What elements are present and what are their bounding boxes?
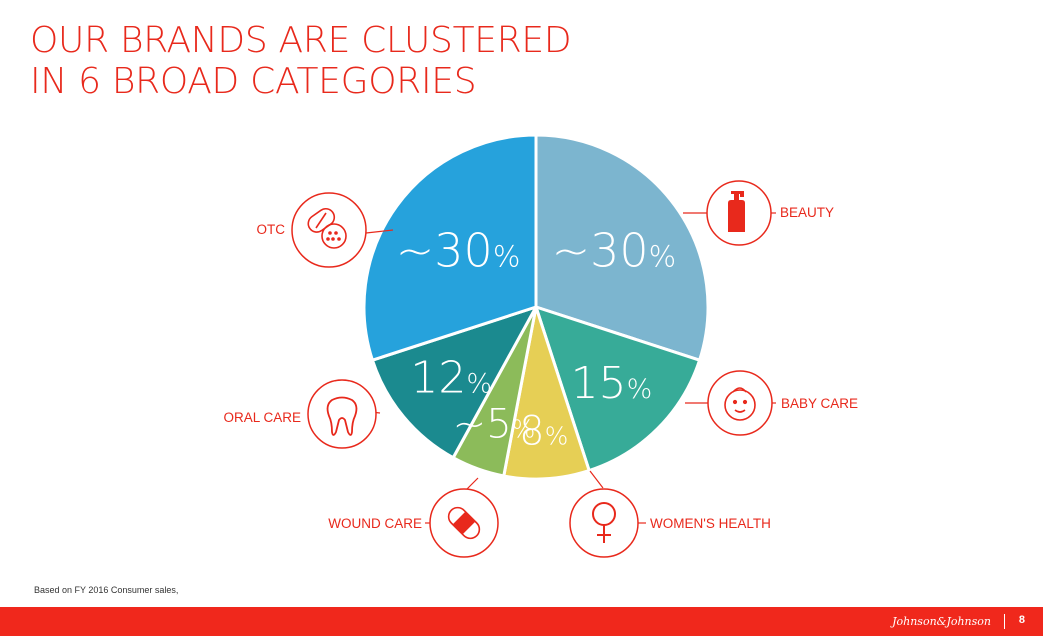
callout-beauty: BEAUTY bbox=[683, 180, 834, 246]
brand-logo: Johnson&Johnson bbox=[892, 615, 991, 628]
callout-womens-health: WOMEN'S HEALTH bbox=[569, 470, 771, 558]
pie-slice-beauty bbox=[534, 133, 710, 362]
bandage-icon bbox=[447, 506, 481, 540]
pie-slice-oral-care bbox=[370, 305, 538, 460]
footer-divider bbox=[1004, 614, 1005, 629]
otc-icon-circle bbox=[291, 192, 367, 268]
label-oral-care: ORAL CARE bbox=[223, 410, 301, 425]
label-womens-health: WOMEN'S HEALTH bbox=[650, 516, 771, 531]
page-number: 8 bbox=[1018, 614, 1025, 626]
footer-bar: Johnson&Johnson 8 bbox=[0, 607, 1043, 636]
oral-care-icon-circle bbox=[307, 379, 377, 449]
baby-face-icon bbox=[724, 387, 756, 421]
pie-slice-otc bbox=[362, 133, 538, 362]
pct-label-women-s-health: 8% bbox=[519, 409, 568, 455]
callout-baby-care: BABY CARE bbox=[685, 370, 858, 436]
label-beauty: BEAUTY bbox=[780, 205, 834, 220]
label-otc: OTC bbox=[257, 222, 286, 237]
pie-chart: ~30% 15%8%~5%12% ~30% OTC bbox=[223, 133, 858, 558]
callout-oral-care: ORAL CARE bbox=[223, 379, 381, 449]
footnote: Based on FY 2016 Consumer sales, bbox=[34, 585, 179, 595]
pie-percent-labels: ~30% 15%8%~5%12% ~30% bbox=[396, 223, 676, 454]
pct-label-otc: ~30% bbox=[396, 223, 521, 277]
baby-care-icon-circle bbox=[707, 370, 773, 436]
label-wound-care: WOUND CARE bbox=[328, 516, 422, 531]
lotion-bottle-icon bbox=[728, 191, 745, 232]
pct-label-wound-care: ~5% bbox=[453, 402, 536, 448]
pct-label-beauty: ~30% bbox=[552, 223, 677, 277]
callout-wound-care: WOUND CARE bbox=[328, 477, 499, 558]
title-line-1: OUR BRANDS ARE CLUSTERED bbox=[30, 20, 572, 61]
womens-health-icon-circle bbox=[569, 488, 639, 558]
title-line-2: IN 6 BROAD CATEGORIES bbox=[30, 61, 477, 102]
female-symbol-icon bbox=[592, 502, 616, 543]
label-baby-care: BABY CARE bbox=[781, 396, 858, 411]
pct-label-oral-care: 12% bbox=[410, 353, 492, 404]
tooth-icon bbox=[326, 396, 358, 436]
pct-label-baby-care: 15% bbox=[571, 358, 653, 409]
pills-icon bbox=[307, 207, 347, 249]
page-title: OUR BRANDS ARE CLUSTERED IN 6 BROAD CATE… bbox=[30, 20, 572, 102]
category-callouts: OTC BEAUTY bbox=[223, 180, 858, 558]
pie-slices bbox=[362, 133, 710, 481]
callout-otc: OTC bbox=[257, 192, 394, 268]
